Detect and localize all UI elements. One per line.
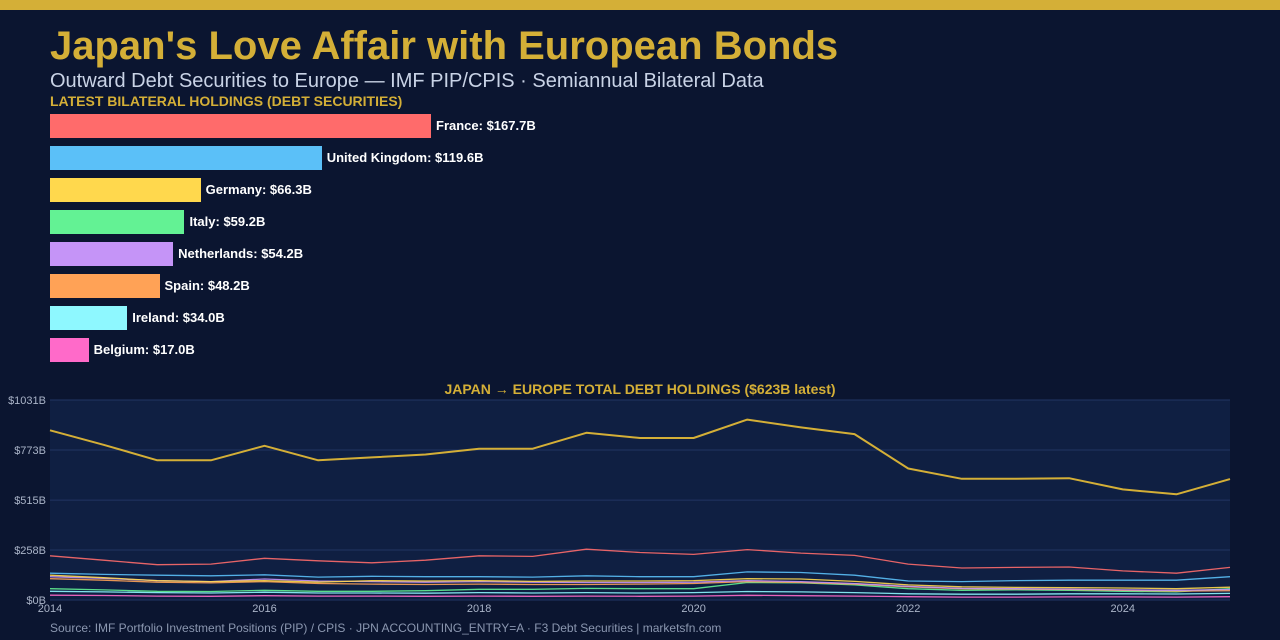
source-note: Source: IMF Portfolio Investment Positio… <box>50 621 722 635</box>
bar-section-label: LATEST BILATERAL HOLDINGS (DEBT SECURITI… <box>50 93 403 109</box>
series-line <box>49 574 1231 590</box>
page-title: Japan's Love Affair with European Bonds <box>50 24 839 68</box>
x-tick-label: 2014 <box>38 603 62 615</box>
x-tick-label: 2020 <box>681 603 705 615</box>
x-tick-label: 2016 <box>252 603 276 615</box>
y-tick-label: $0B <box>26 595 46 607</box>
y-tick-label: $515B <box>14 495 46 507</box>
y-tick-label: $258B <box>14 545 46 557</box>
series-line <box>49 571 1231 583</box>
x-tick-label: 2024 <box>1110 603 1134 615</box>
y-tick-label: $1031B <box>8 395 46 407</box>
series-line <box>49 581 1231 593</box>
series-line <box>49 548 1231 574</box>
y-tick-label: $773B <box>14 445 46 457</box>
series-line <box>49 418 1231 496</box>
series-line <box>49 576 1231 591</box>
series-line <box>49 590 1231 595</box>
top-accent-bar <box>0 0 1280 10</box>
page-subtitle: Outward Debt Securities to Europe — IMF … <box>50 70 764 92</box>
x-tick-label: 2018 <box>467 603 491 615</box>
series-line <box>49 594 1231 598</box>
x-tick-label: 2022 <box>896 603 920 615</box>
line-chart-title: JAPAN → EUROPE TOTAL DEBT HOLDINGS ($623… <box>444 381 836 397</box>
